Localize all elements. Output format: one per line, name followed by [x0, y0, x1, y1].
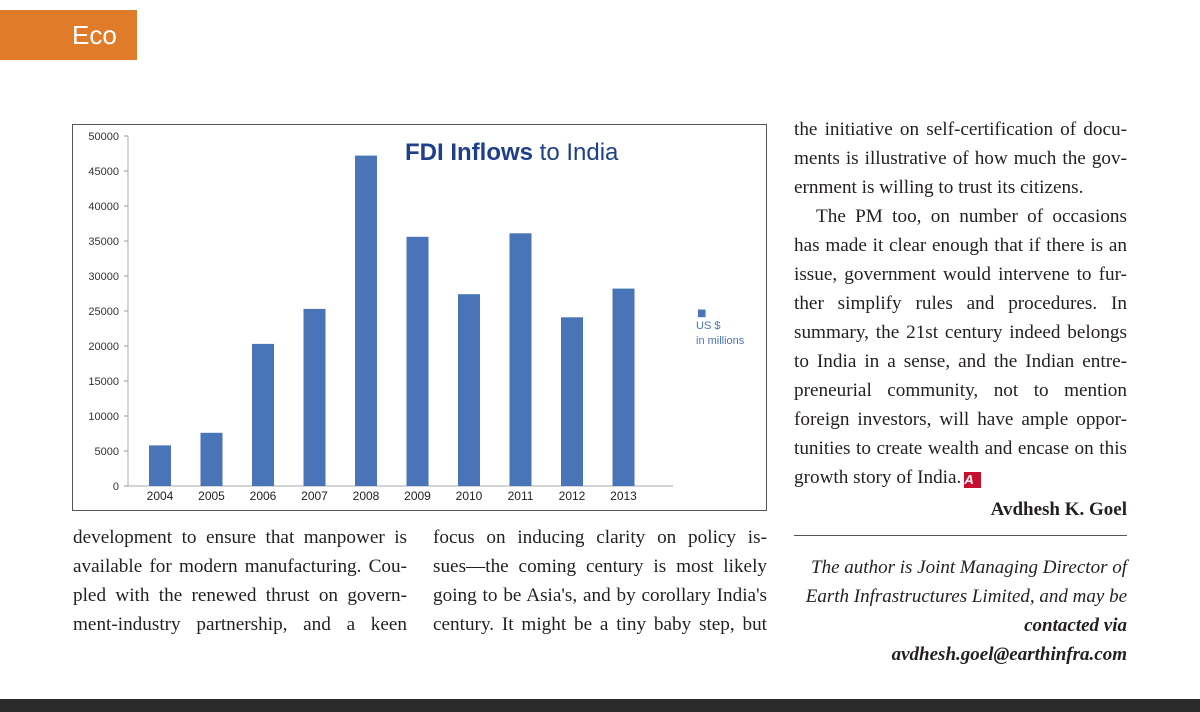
x-tick-label: 2005	[198, 489, 225, 503]
section-label: Eco	[72, 20, 117, 50]
bar	[200, 432, 223, 486]
chart-title: FDI Inflows to India	[405, 139, 619, 166]
section-tab: Eco	[0, 10, 137, 60]
x-tick-label: 2007	[301, 489, 328, 503]
text-line: issue, government would intervene to fur…	[794, 264, 1127, 285]
x-tick-label: 2009	[404, 489, 431, 503]
text-line: has made it clear enough that if there i…	[794, 235, 1127, 256]
text-line: ment-industry partnership, and a keen	[73, 614, 407, 635]
text-line-content: growth story of India.	[794, 467, 962, 488]
bar	[149, 445, 171, 486]
y-tick-label: 30000	[88, 271, 119, 283]
text-line: pled with the renewed thrust on govern-	[73, 585, 407, 606]
bio-contact: contacted via avdhesh.goel@earthinfra.co…	[891, 615, 1127, 665]
y-tick-label: 50000	[88, 131, 119, 143]
bar	[458, 294, 480, 486]
y-tick-label: 35000	[88, 236, 119, 248]
text-line: development to ensure that manpower is	[73, 527, 407, 548]
x-tick-label: 2004	[147, 489, 174, 503]
bar	[355, 155, 377, 486]
article-column-middle: focus on inducing clarity on policy is- …	[433, 523, 767, 639]
footer-bar	[0, 699, 1200, 712]
y-tick-label: 20000	[88, 341, 119, 353]
bio-line: The author is Joint Managing Director of	[811, 557, 1127, 578]
text-line: century. It might be a tiny baby step, b…	[433, 614, 767, 635]
y-tick-label: 0	[113, 481, 119, 493]
text-line: focus on inducing clarity on policy is-	[433, 527, 767, 548]
legend-label: in millions	[696, 335, 745, 347]
text-line: ernment is willing to trust its citizens…	[794, 177, 1084, 198]
author-bio: The author is Joint Managing Director of…	[794, 553, 1127, 669]
text-line: preneurial community, not to mention	[794, 380, 1127, 401]
bar	[612, 288, 635, 486]
text-line: tunities to create wealth and encase on …	[794, 438, 1127, 459]
text-line: summary, the 21st century indeed belongs	[794, 322, 1127, 343]
x-tick-label: 2010	[456, 489, 483, 503]
divider	[794, 535, 1127, 536]
bar	[561, 317, 583, 486]
y-tick-label: 15000	[88, 376, 119, 388]
chart-title-rest: to India	[533, 139, 619, 166]
x-tick-label: 2008	[353, 489, 380, 503]
y-tick-label: 10000	[88, 411, 119, 423]
fdi-chart: 50000 45000 40000 35000 30000 25000 20000 15000…	[72, 124, 767, 511]
text-line: sues—the coming century is most likely	[433, 556, 767, 577]
article-column-right: the initiative on self-certification of …	[794, 115, 1127, 492]
x-tick-label: 2012	[559, 489, 586, 503]
text-line: foreign investors, will have ample oppor…	[794, 409, 1127, 430]
legend-marker-icon: ■	[697, 308, 706, 319]
bio-line: Earth Infrastructures Limited, and may b…	[805, 586, 1127, 607]
end-mark-logo-icon: A	[964, 472, 982, 488]
bar	[303, 308, 326, 486]
chart-svg: 5000045000400003500030000250002000015000…	[88, 131, 745, 503]
text-line: available for modern manufacturing. Cou-	[73, 556, 407, 577]
x-tick-label: 2011	[508, 489, 534, 503]
y-tick-label: 25000	[88, 306, 119, 318]
chart-title-bold: FDI Inflows	[405, 139, 533, 166]
bar	[252, 343, 274, 486]
x-tick-label: 2013	[610, 489, 637, 503]
text-line: growth story of India. A	[794, 463, 1127, 492]
y-tick-label: 5000	[95, 446, 119, 458]
text-line: ments is illustrative of how much the go…	[794, 148, 1127, 169]
text-line: the initiative on self-certification of …	[794, 119, 1127, 140]
text-line: The PM too, on number of occasions	[816, 206, 1127, 227]
text-line: to India in a sense, and the Indian entr…	[794, 351, 1127, 372]
y-tick-label: 40000	[88, 201, 119, 213]
bar	[406, 236, 429, 486]
legend-label: US $	[696, 320, 720, 332]
article-column-left: development to ensure that manpower is a…	[73, 523, 407, 639]
x-tick-label: 2006	[250, 489, 277, 503]
bar	[509, 233, 532, 486]
y-tick-label: 45000	[88, 166, 119, 178]
text-line: going to be Asia's, and by corollary Ind…	[433, 585, 767, 606]
text-line: ther simplify rules and procedures. In	[794, 293, 1127, 314]
author-name: Avdhesh K. Goel	[990, 499, 1127, 520]
